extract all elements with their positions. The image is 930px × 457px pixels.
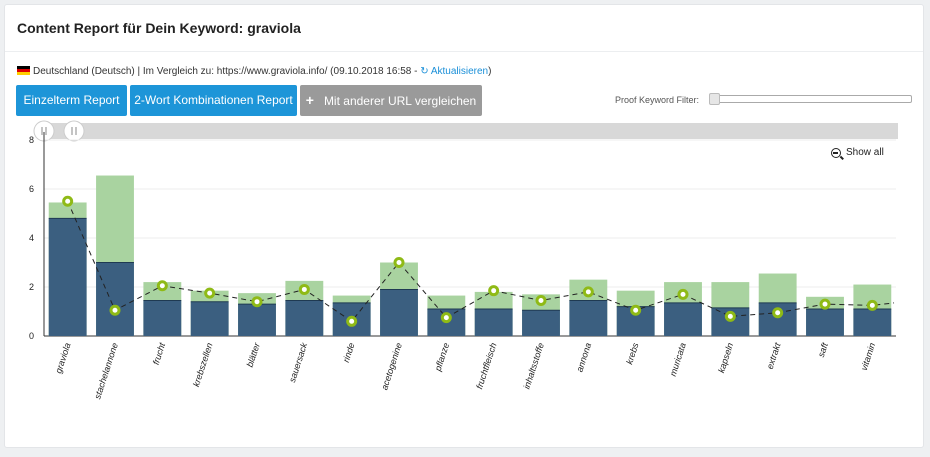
- country-label: Deutschland (Deutsch): [33, 66, 135, 77]
- germany-flag-icon: [17, 66, 30, 75]
- bar-muricata: [664, 302, 702, 336]
- x-tick-label-annona: annona: [574, 342, 593, 374]
- point-fruchtfleisch: [488, 285, 500, 297]
- point-pflanze: [440, 312, 452, 324]
- refresh-icon: ↻: [420, 66, 431, 77]
- proof-keyword-filter-handle[interactable]: [709, 93, 720, 105]
- point-muricata: [677, 288, 689, 300]
- compare-text: | Im Vergleich zu: https://www.graviola.…: [134, 66, 421, 77]
- x-tick-label-sauersack: sauersack: [287, 341, 309, 384]
- point-inhaltsstoffe: [535, 294, 547, 306]
- bar-inhaltsstoffe: [522, 310, 560, 336]
- point-annona: [582, 286, 594, 298]
- x-tick-label-frucht: frucht: [151, 341, 168, 366]
- chart-grid: 0 2 4 6 8: [29, 132, 896, 341]
- point-stachelannone: [109, 304, 121, 316]
- x-tick-label-fruchtfleisch: fruchtfleisch: [474, 342, 498, 391]
- plus-icon: +: [305, 92, 314, 108]
- close-paren: ): [488, 66, 492, 77]
- card-header: Content Report für Dein Keyword: graviol…: [5, 5, 923, 52]
- compare-url-button[interactable]: + Mit anderer URL vergleichen: [300, 85, 482, 116]
- page-title: Content Report für Dein Keyword: graviol…: [17, 20, 301, 36]
- bar-fruchtfleisch: [474, 309, 513, 336]
- refresh-label: Aktualisieren: [430, 66, 489, 77]
- zoom-out-icon: [831, 148, 841, 158]
- chart-bars: [48, 175, 892, 336]
- report-card: Content Report für Dein Keyword: graviol…: [4, 4, 924, 448]
- point-acetogenine: [393, 257, 405, 268]
- point-vitamin: [866, 299, 878, 311]
- x-tick-label-graviola: graviola: [53, 342, 72, 375]
- bar-sauersack: [285, 300, 324, 336]
- y-tick-label: 8: [29, 135, 34, 145]
- bar-annona: [569, 300, 608, 336]
- show-all-button[interactable]: Show all: [831, 147, 884, 158]
- x-tick-label-acetogenine: acetogenine: [379, 342, 404, 392]
- point-kapseln: [724, 310, 736, 322]
- two-word-report-button[interactable]: 2-Wort Kombinationen Report: [130, 85, 297, 116]
- chart-x-labels: graviola stachelannone frucht krebszellen bl…: [53, 341, 877, 401]
- bar-blätter: [238, 304, 276, 336]
- x-tick-label-rinde: rinde: [341, 342, 357, 364]
- x-tick-label-inhaltsstoffe: inhaltsstoffe: [522, 342, 546, 391]
- y-tick-label: 0: [29, 331, 34, 341]
- point-krebs: [630, 304, 642, 316]
- bar-saft: [806, 309, 844, 336]
- point-extrakt: [772, 307, 784, 319]
- point-blätter: [251, 296, 263, 308]
- x-tick-label-kapseln: kapseln: [716, 342, 735, 375]
- x-tick-label-saft: saft: [816, 341, 830, 358]
- point-frucht: [156, 280, 168, 292]
- proof-keyword-filter-label: Proof Keyword Filter:: [615, 95, 700, 105]
- bar-krebszellen: [190, 301, 229, 336]
- point-graviola: [62, 195, 74, 207]
- show-all-label: Show all: [846, 147, 884, 158]
- point-sauersack: [298, 283, 310, 295]
- x-tick-label-stachelannone: stachelannone: [92, 342, 120, 401]
- x-tick-label-blätter: blätter: [245, 341, 263, 369]
- proof-keyword-filter-slider[interactable]: [709, 93, 912, 105]
- bar-frucht: [143, 300, 182, 336]
- x-tick-label-pflanze: pflanze: [432, 342, 451, 374]
- meta-line: Deutschland (Deutsch) | Im Vergleich zu:…: [17, 66, 491, 77]
- y-tick-label: 6: [29, 184, 34, 194]
- bar-acetogenine: [380, 289, 418, 336]
- refresh-link[interactable]: ↻ Aktualisieren: [420, 66, 488, 77]
- x-tick-label-krebs: krebs: [624, 341, 640, 365]
- chart-navigator-bar[interactable]: [38, 123, 898, 139]
- point-saft: [819, 298, 831, 310]
- point-rinde: [346, 315, 358, 327]
- x-tick-label-vitamin: vitamin: [859, 342, 877, 372]
- x-tick-label-krebszellen: krebszellen: [191, 342, 215, 388]
- x-tick-label-extrakt: extrakt: [765, 341, 783, 370]
- y-tick-label: 2: [29, 282, 34, 292]
- compare-url-label: Mit anderer URL vergleichen: [323, 94, 477, 108]
- bar-vitamin: [853, 309, 892, 336]
- bar-graviola: [48, 218, 87, 336]
- x-tick-label-muricata: muricata: [668, 342, 688, 378]
- bar-stachelannone: [96, 262, 134, 336]
- einzelterm-report-button[interactable]: Einzelterm Report: [16, 85, 127, 116]
- y-tick-label: 4: [29, 233, 34, 243]
- navigator-handle-right[interactable]: [63, 120, 85, 142]
- point-krebszellen: [204, 287, 216, 299]
- chart-line: [62, 195, 895, 327]
